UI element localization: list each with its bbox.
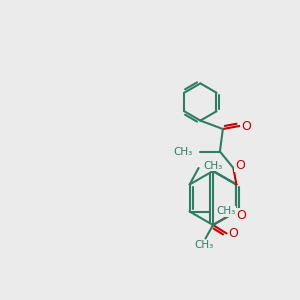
Text: O: O [228,227,238,240]
Text: O: O [241,119,251,133]
Text: CH₃: CH₃ [194,240,214,250]
Text: CH₃: CH₃ [217,206,236,217]
Text: CH₃: CH₃ [173,146,192,157]
Text: O: O [236,208,246,222]
Text: CH₃: CH₃ [203,161,222,171]
Text: O: O [235,158,245,172]
